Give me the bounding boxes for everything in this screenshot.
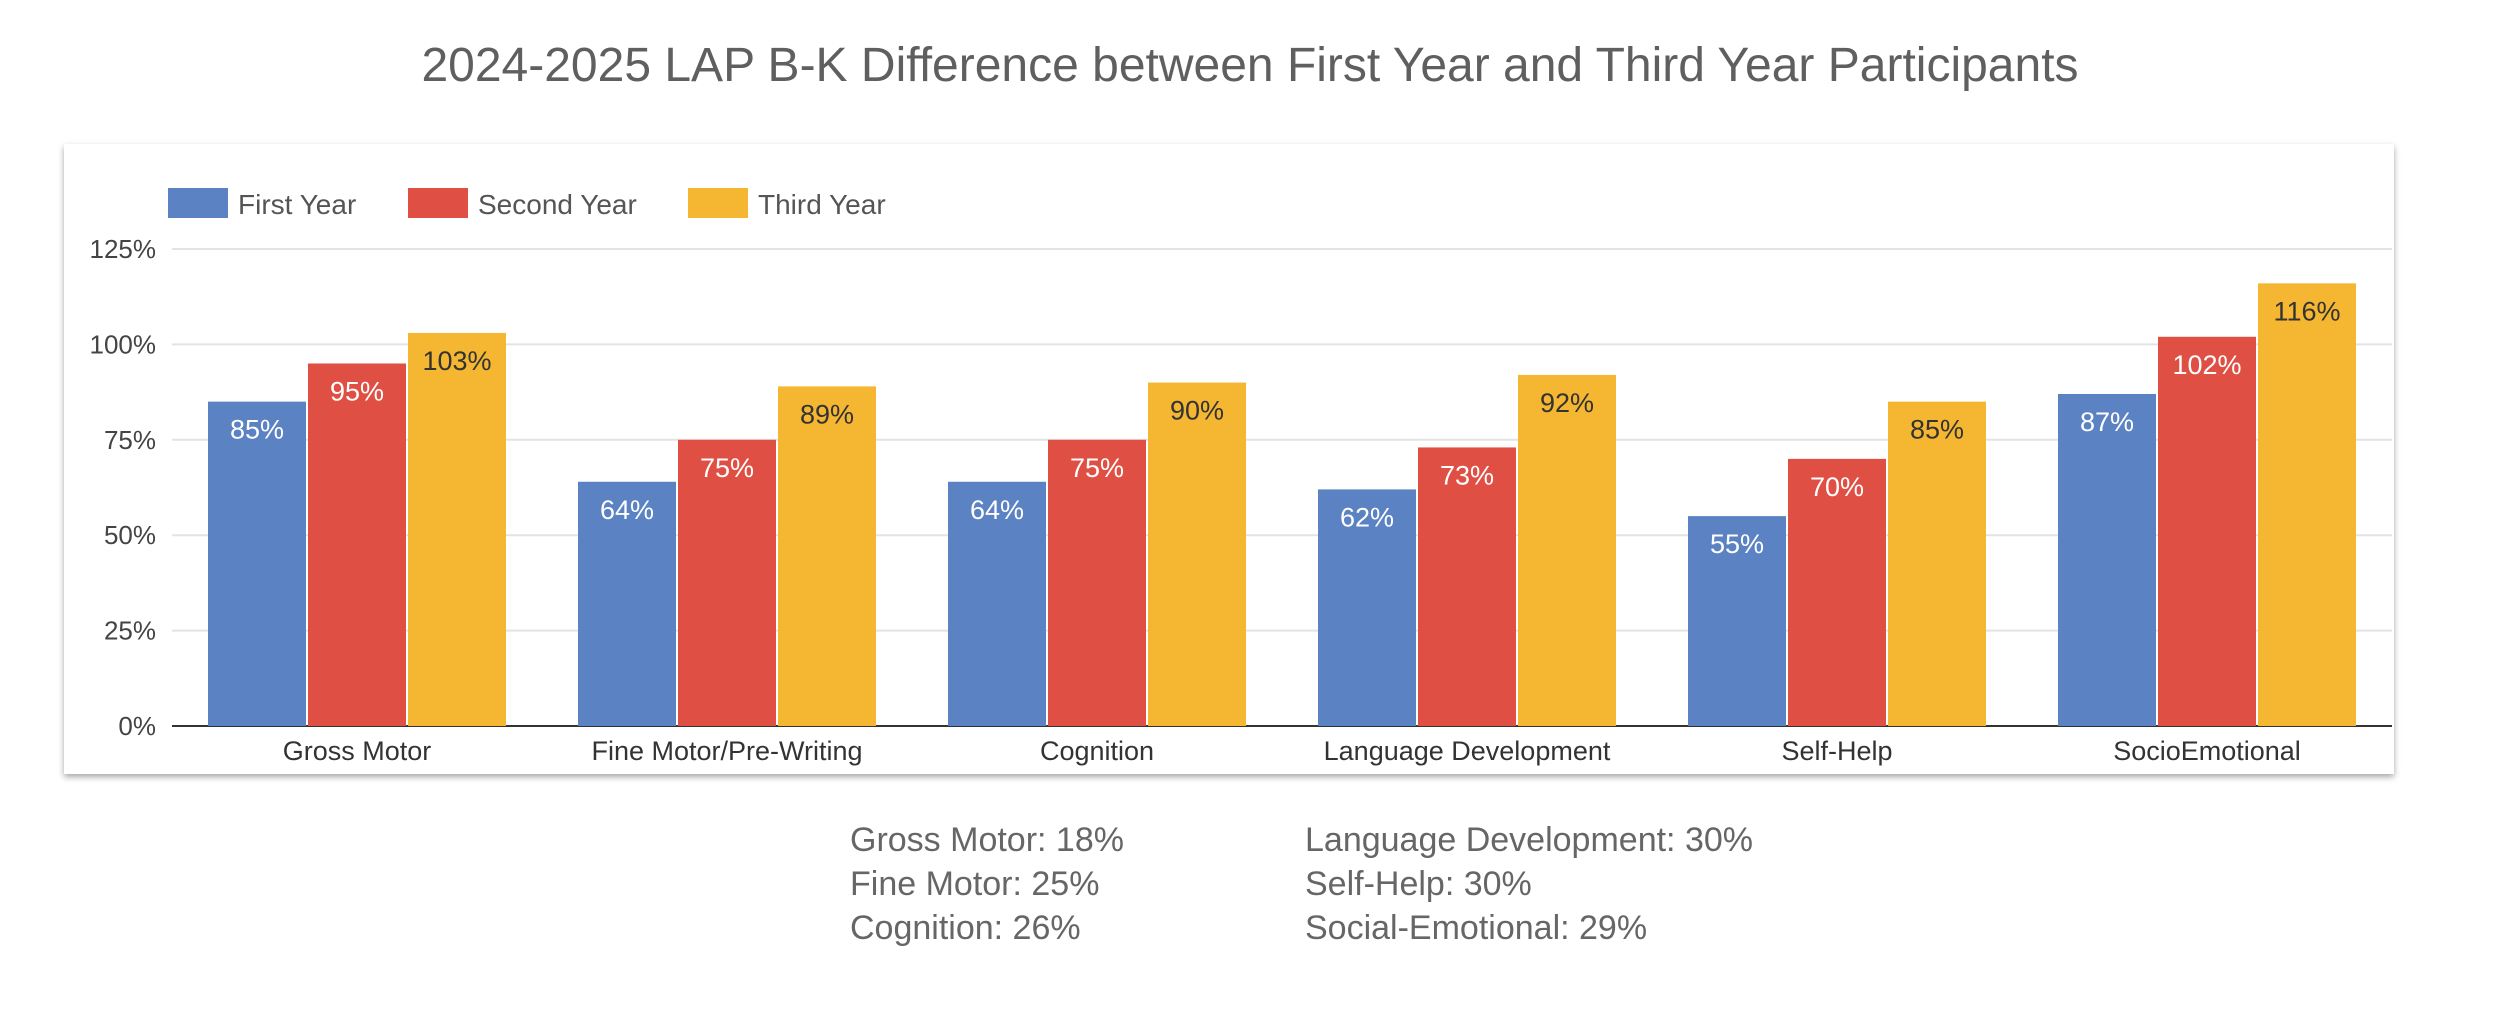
bar	[1518, 374, 1616, 726]
x-tick-label: Self-Help	[1781, 736, 1892, 766]
bar	[1888, 401, 1986, 726]
note-fine-motor: Fine Motor: 25%	[850, 865, 1100, 903]
bar	[208, 401, 306, 726]
y-tick-label: 100%	[90, 329, 157, 359]
y-axis: 0% 25% 50% 75% 100% 125%	[90, 234, 2392, 741]
legend-label: Second Year	[478, 189, 637, 220]
x-tick-label: Gross Motor	[283, 736, 432, 766]
note-language-development: Language Development: 30%	[1305, 821, 1753, 859]
data-label: 92%	[1540, 388, 1594, 418]
data-label: 64%	[970, 495, 1024, 525]
bar	[1318, 489, 1416, 726]
data-label: 85%	[1910, 415, 1964, 445]
bar	[1148, 382, 1246, 726]
bar-chart: 0% 25% 50% 75% 100% 125% 85% 95% 103% 64% 75% 89% 6…	[90, 188, 2392, 766]
data-label: 102%	[2172, 350, 2241, 380]
note-self-help: Self-Help: 30%	[1305, 865, 1532, 903]
difference-notes: Gross Motor: 18% Fine Motor: 25% Cogniti…	[850, 818, 2150, 968]
note-gross-motor: Gross Motor: 18%	[850, 821, 1124, 859]
data-label: 64%	[600, 495, 654, 525]
data-label: 116%	[2273, 296, 2340, 326]
bar	[948, 481, 1046, 726]
note-cognition: Cognition: 26%	[850, 909, 1081, 947]
bar	[2158, 336, 2256, 726]
data-label: 85%	[230, 415, 284, 445]
data-label: 95%	[330, 376, 384, 406]
y-tick-label: 25%	[104, 616, 156, 646]
x-tick-label: Fine Motor/Pre-Writing	[591, 736, 862, 766]
bar	[778, 386, 876, 726]
legend-swatch	[408, 188, 468, 218]
y-tick-label: 125%	[90, 234, 157, 264]
bar	[578, 481, 676, 726]
data-label: 89%	[800, 399, 854, 429]
x-tick-label: Cognition	[1040, 736, 1154, 766]
bar	[1418, 447, 1516, 726]
bar	[678, 439, 776, 726]
y-tick-label: 50%	[104, 520, 156, 550]
legend-swatch	[688, 188, 748, 218]
legend-label: Third Year	[758, 189, 886, 220]
bar	[2058, 394, 2156, 726]
notes-right-column: Language Development: 30% Self-Help: 30%…	[1305, 818, 1753, 950]
legend: First Year Second Year Third Year	[168, 188, 886, 220]
data-label: 62%	[1340, 502, 1394, 532]
bar	[1688, 516, 1786, 726]
note-social-emotional: Social-Emotional: 29%	[1305, 909, 1648, 947]
y-tick-label: 75%	[104, 425, 156, 455]
x-tick-label: SocioEmotional	[2113, 736, 2301, 766]
bar	[308, 363, 406, 726]
data-label: 75%	[1070, 453, 1124, 483]
x-axis: Gross Motor Fine Motor/Pre-Writing Cogniti…	[283, 736, 2301, 766]
bar	[408, 332, 506, 726]
legend-label: First Year	[238, 189, 356, 220]
chart-frame: 0% 25% 50% 75% 100% 125% 85% 95% 103% 64% 75% 89% 6…	[64, 144, 2394, 774]
notes-left-column: Gross Motor: 18% Fine Motor: 25% Cogniti…	[850, 818, 1124, 950]
data-label: 90%	[1170, 396, 1224, 426]
data-label: 75%	[700, 453, 754, 483]
data-label: 55%	[1710, 529, 1764, 559]
data-label: 103%	[422, 346, 491, 376]
data-label: 70%	[1810, 472, 1864, 502]
bar	[1048, 439, 1146, 726]
chart-title: 2024-2025 LAP B-K Difference between Fir…	[421, 39, 2079, 92]
bar	[2258, 283, 2356, 726]
legend-swatch	[168, 188, 228, 218]
bar	[1788, 458, 1886, 726]
gridlines	[172, 248, 2392, 632]
x-tick-label: Language Development	[1324, 736, 1611, 766]
data-label: 87%	[2080, 407, 2134, 437]
y-tick-label: 0%	[118, 711, 156, 741]
bars: 85% 95% 103% 64% 75% 89% 64% 75% 90% 62% 73% 92% 55%…	[208, 283, 2356, 726]
data-label: 73%	[1440, 460, 1494, 490]
